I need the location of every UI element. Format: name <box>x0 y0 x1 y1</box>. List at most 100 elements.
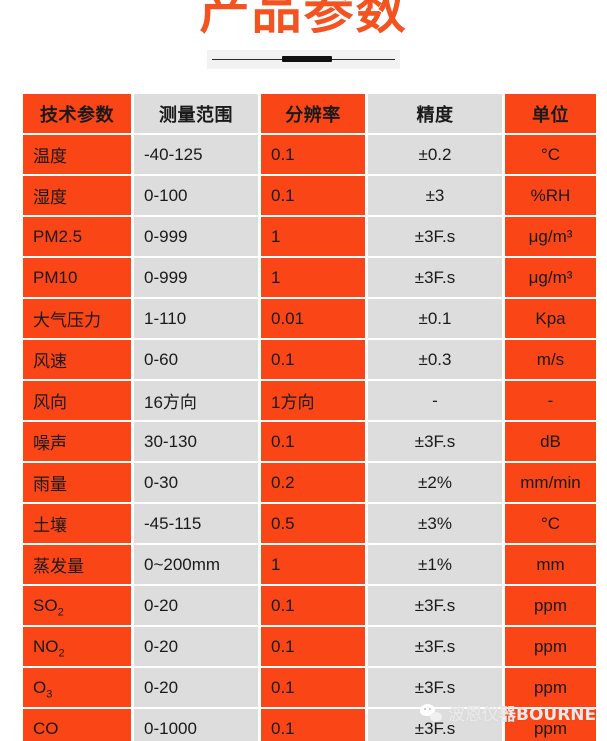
divider-accent <box>282 56 332 62</box>
table-row: 风速 0-60 0.1 ±0.3 m/s <box>23 340 596 379</box>
cell-param: NO2 <box>23 627 131 666</box>
cell-range: 0-100 <box>134 176 258 215</box>
cell-range: -40-125 <box>134 135 258 174</box>
table-row: SO2 0-20 0.1 ±3F.s ppm <box>23 586 596 625</box>
cell-range: 0-20 <box>134 668 258 707</box>
cell-unit: ppm <box>505 668 596 707</box>
column-header-4: 精度 <box>368 94 502 133</box>
cell-param: O3 <box>23 668 131 707</box>
cell-accuracy: ±0.2 <box>368 135 502 174</box>
table-row: 蒸发量 0~200mm 1 ±1% mm <box>23 545 596 584</box>
table-row: PM10 0-999 1 ±3F.s μg/m³ <box>23 258 596 297</box>
cell-resolution: 0.1 <box>261 709 365 741</box>
cell-accuracy: ±1% <box>368 545 502 584</box>
cell-unit: ppm <box>505 709 596 741</box>
table-row: 风向 16方向 1方向 - - <box>23 381 596 420</box>
cell-resolution: 0.1 <box>261 176 365 215</box>
formula-subscript: 2 <box>58 646 65 659</box>
table-row: 噪声 30-130 0.1 ±3F.s dB <box>23 422 596 461</box>
cell-resolution: 0.1 <box>261 668 365 707</box>
column-header-1: 技术参数 <box>23 94 131 133</box>
table-row: O3 0-20 0.1 ±3F.s ppm <box>23 668 596 707</box>
cell-accuracy: ±0.1 <box>368 299 502 338</box>
table-row: 温度 -40-125 0.1 ±0.2 °C <box>23 135 596 174</box>
cell-unit: %RH <box>505 176 596 215</box>
cell-accuracy: ±3F.s <box>368 217 502 256</box>
cell-accuracy: ±3F.s <box>368 627 502 666</box>
cell-range: -45-115 <box>134 504 258 543</box>
table-row: 大气压力 1-110 0.01 ±0.1 Kpa <box>23 299 596 338</box>
cell-resolution: 0.1 <box>261 627 365 666</box>
cell-unit: dB <box>505 422 596 461</box>
cell-param: 风向 <box>23 381 131 420</box>
title-block: 产品参数 <box>0 0 607 36</box>
cell-range: 0-999 <box>134 217 258 256</box>
cell-param: PM2.5 <box>23 217 131 256</box>
formula-base: O <box>33 677 47 697</box>
cell-unit: mm <box>505 545 596 584</box>
cell-accuracy: ±0.3 <box>368 340 502 379</box>
cell-resolution: 0.1 <box>261 340 365 379</box>
cell-unit: μg/m³ <box>505 258 596 297</box>
table-row: 湿度 0-100 0.1 ±3 %RH <box>23 176 596 215</box>
cell-range: 0-20 <box>134 627 258 666</box>
cell-range: 16方向 <box>134 381 258 420</box>
cell-resolution: 0.1 <box>261 422 365 461</box>
table-row: NO2 0-20 0.1 ±3F.s ppm <box>23 627 596 666</box>
cell-param: 温度 <box>23 135 131 174</box>
cell-param: 噪声 <box>23 422 131 461</box>
cell-resolution: 1方向 <box>261 381 365 420</box>
cell-param: 雨量 <box>23 463 131 502</box>
column-header-3: 分辨率 <box>261 94 365 133</box>
cell-resolution: 1 <box>261 217 365 256</box>
cell-resolution: 0.01 <box>261 299 365 338</box>
cell-param: 大气压力 <box>23 299 131 338</box>
column-header-5: 单位 <box>505 94 596 133</box>
cell-param: 土壤 <box>23 504 131 543</box>
cell-unit: μg/m³ <box>505 217 596 256</box>
cell-resolution: 0.1 <box>261 135 365 174</box>
cell-accuracy: ±2% <box>368 463 502 502</box>
cell-range: 0-999 <box>134 258 258 297</box>
cell-range: 0-20 <box>134 586 258 625</box>
cell-resolution: 0.1 <box>261 586 365 625</box>
cell-param: SO2 <box>23 586 131 625</box>
cell-accuracy: ±3F.s <box>368 422 502 461</box>
cell-accuracy: - <box>368 381 502 420</box>
table-row: CO 0-1000 0.1 ±3F.s ppm <box>23 709 596 741</box>
cell-unit: °C <box>505 504 596 543</box>
cell-accuracy: ±3 <box>368 176 502 215</box>
title-divider <box>207 50 400 69</box>
cell-range: 1-110 <box>134 299 258 338</box>
cell-range: 0-1000 <box>134 709 258 741</box>
cell-range: 0~200mm <box>134 545 258 584</box>
cell-param: CO <box>23 709 131 741</box>
cell-accuracy: ±3F.s <box>368 258 502 297</box>
cell-param: PM10 <box>23 258 131 297</box>
table-row: 雨量 0-30 0.2 ±2% mm/min <box>23 463 596 502</box>
page-title: 产品参数 <box>199 0 408 40</box>
cell-param: 风速 <box>23 340 131 379</box>
cell-accuracy: ±3F.s <box>368 668 502 707</box>
cell-accuracy: ±3% <box>368 504 502 543</box>
table-header-row: 技术参数 测量范围 分辨率 精度 单位 <box>23 94 596 133</box>
table-row: PM2.5 0-999 1 ±3F.s μg/m³ <box>23 217 596 256</box>
cell-resolution: 1 <box>261 258 365 297</box>
cell-accuracy: ±3F.s <box>368 586 502 625</box>
cell-range: 30-130 <box>134 422 258 461</box>
formula-base: SO <box>33 595 58 615</box>
cell-unit: - <box>505 381 596 420</box>
cell-unit: °C <box>505 135 596 174</box>
spec-table: 技术参数 测量范围 分辨率 精度 单位 温度 -40-125 0.1 ±0.2 °C 湿度 0-100… <box>20 92 599 741</box>
cell-param: 湿度 <box>23 176 131 215</box>
cell-unit: ppm <box>505 627 596 666</box>
formula-base: NO <box>33 636 59 656</box>
cell-unit: Kpa <box>505 299 596 338</box>
cell-resolution: 0.2 <box>261 463 365 502</box>
cell-range: 0-30 <box>134 463 258 502</box>
formula-subscript: 2 <box>57 605 64 618</box>
cell-unit: m/s <box>505 340 596 379</box>
cell-unit: ppm <box>505 586 596 625</box>
column-header-2: 测量范围 <box>134 94 258 133</box>
